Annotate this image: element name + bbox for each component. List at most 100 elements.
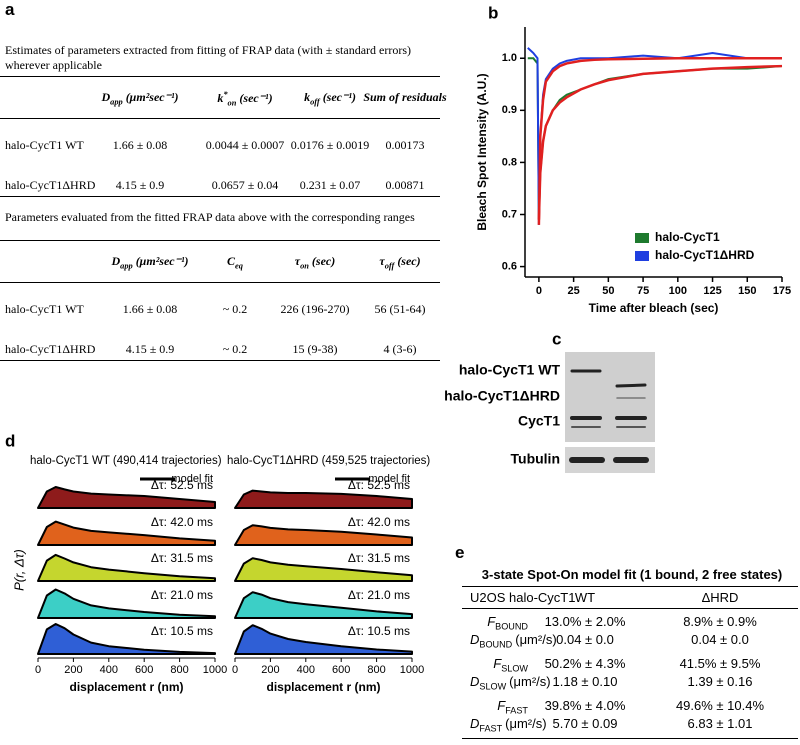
header-symbol: k bbox=[304, 90, 311, 104]
x-tick-label: 200 bbox=[261, 664, 279, 676]
y-tick-label: 1.0 bbox=[502, 52, 517, 64]
x-tick-label: 125 bbox=[703, 285, 721, 297]
table-cell: 6.83 ± 1.01 bbox=[687, 716, 753, 731]
x-tick-label: 600 bbox=[332, 664, 350, 676]
rule bbox=[0, 282, 440, 283]
legend-swatch bbox=[635, 233, 649, 243]
legend-label: model fit bbox=[171, 473, 213, 485]
table-cell: 1.66 ± 0.08 bbox=[112, 138, 168, 152]
column-header: koff (sec⁻¹) bbox=[304, 90, 356, 106]
x-tick-label: 0 bbox=[232, 664, 238, 676]
x-tick-label: 175 bbox=[773, 285, 791, 297]
y-tick-label: 0.9 bbox=[502, 104, 517, 116]
header-symbol: k bbox=[217, 91, 224, 105]
table-cell: 1.18 ± 0.10 bbox=[552, 674, 618, 689]
table-caption: Estimates of parameters extracted from f… bbox=[5, 43, 412, 72]
plot-title: halo-CycT1 WT (490,414 trajectories) bbox=[30, 455, 222, 467]
band-label: Tubulin bbox=[511, 451, 561, 467]
header-sub: on bbox=[227, 98, 237, 108]
header-sub: SLOW bbox=[479, 681, 507, 692]
header-sup: * bbox=[223, 90, 228, 99]
distribution-area bbox=[234, 557, 413, 582]
table-cell: 8.9% ± 0.9% bbox=[683, 614, 757, 629]
delay-label: Δτ: 21.0 ms bbox=[348, 588, 410, 602]
fit-line bbox=[537, 57, 782, 225]
rule bbox=[0, 360, 440, 361]
distribution-area bbox=[37, 588, 216, 619]
rule bbox=[462, 738, 798, 739]
header-symbol: D bbox=[470, 632, 480, 647]
table-cell: 4.15 ± 0.9 bbox=[125, 342, 175, 356]
table-cell: 0.00173 bbox=[385, 138, 425, 152]
header-unit: (μm²sec⁻¹) bbox=[135, 254, 189, 268]
x-tick-label: 150 bbox=[738, 285, 756, 297]
table-cell: ~ 0.2 bbox=[222, 342, 248, 356]
header-unit: (sec⁻¹) bbox=[239, 91, 273, 105]
header-symbol: τ bbox=[379, 254, 385, 268]
table-cell: 13.0% ± 2.0% bbox=[544, 614, 626, 629]
table-cell: 0.04 ± 0.0 bbox=[691, 632, 749, 647]
header-sub: BOUND bbox=[495, 621, 528, 632]
band-label: halo-CycT1 WT bbox=[459, 362, 561, 378]
fit-line bbox=[537, 64, 783, 220]
plot-title: halo-CycT1ΔHRD (459,525 trajectories) bbox=[227, 455, 430, 467]
distribution-area bbox=[234, 624, 413, 655]
x-axis-label: Time after bleach (sec) bbox=[589, 301, 719, 315]
column-header: τon (sec) bbox=[295, 254, 336, 270]
delay-label: Δτ: 31.5 ms bbox=[151, 551, 213, 565]
frap-chart: b 0.6 0.7 0.8 0.9 1.0 0 25 50 75 100 125 150 175 Time … bbox=[475, 3, 791, 315]
header-sub: eq bbox=[235, 261, 243, 271]
table-cell: 50.2% ± 4.3% bbox=[544, 656, 626, 671]
header-sub: off bbox=[384, 261, 395, 271]
row-label: DFAST (μm²/s) bbox=[470, 716, 547, 734]
distribution-area bbox=[37, 520, 216, 546]
table-cell: 15 (9-38) bbox=[292, 342, 338, 356]
delay-label: Δτ: 10.5 ms bbox=[348, 624, 410, 638]
table-cell: 4.15 ± 0.9 bbox=[115, 178, 165, 192]
table-caption: Parameters evaluated from the fitted FRA… bbox=[5, 210, 415, 224]
band-label: CycT1 bbox=[518, 413, 560, 429]
table-cell: 0.231 ± 0.07 bbox=[299, 178, 361, 192]
header-symbol: F bbox=[497, 698, 506, 713]
distribution-area bbox=[37, 623, 216, 655]
x-tick-label: 1000 bbox=[400, 664, 424, 676]
column-header: U2OS halo-CycT1 bbox=[470, 590, 576, 605]
delay-label: Δτ: 31.5 ms bbox=[348, 551, 410, 565]
x-axis-label: displacement r (nm) bbox=[266, 680, 380, 694]
header-unit: (μm²/s) bbox=[505, 716, 547, 731]
header-sub: SLOW bbox=[501, 663, 528, 674]
panel-label: a bbox=[5, 0, 15, 19]
table-cell: 0.0044 ± 0.0007 bbox=[205, 138, 285, 152]
table-cell: 0.04 ± 0.0 bbox=[556, 632, 614, 647]
table-cell: 56 (51-64) bbox=[374, 302, 426, 316]
distribution-area bbox=[234, 591, 413, 619]
delay-label: Δτ: 42.0 ms bbox=[348, 515, 410, 529]
header-symbol: D bbox=[470, 674, 480, 689]
distribution-area bbox=[37, 553, 216, 582]
row-label: halo-CycT1ΔHRD bbox=[5, 342, 96, 356]
legend-swatch bbox=[635, 251, 649, 261]
table-cell: 39.8% ± 4.0% bbox=[544, 698, 626, 713]
column-header: Sum of residuals bbox=[363, 90, 446, 105]
header-unit: (sec) bbox=[397, 254, 421, 268]
y-axis-label: Bleach Spot Intensity (A.U.) bbox=[475, 73, 489, 230]
distribution-area bbox=[37, 486, 216, 509]
x-tick-label: 800 bbox=[367, 664, 385, 676]
panel-label: c bbox=[552, 330, 561, 348]
x-tick-label: 200 bbox=[64, 664, 82, 676]
header-sub: app bbox=[120, 261, 133, 271]
legend-label: model fit bbox=[368, 473, 410, 485]
table-cell: 4 (3-6) bbox=[383, 342, 417, 356]
delay-label: Δτ: 21.0 ms bbox=[151, 588, 213, 602]
header-sub: app bbox=[110, 97, 123, 107]
data-line bbox=[527, 47, 782, 225]
x-tick-label: 75 bbox=[637, 285, 649, 297]
header-unit: (sec⁻¹) bbox=[322, 90, 356, 104]
table-cell: 5.70 ± 0.09 bbox=[552, 716, 618, 731]
band-label: halo-CycT1ΔHRD bbox=[444, 388, 560, 404]
distribution-area bbox=[234, 489, 413, 509]
header-symbol: C bbox=[227, 254, 236, 268]
row-label: DBOUND (μm²/s) bbox=[470, 632, 557, 650]
header-sub: FAST bbox=[505, 705, 528, 716]
delay-label: Δτ: 10.5 ms bbox=[151, 624, 213, 638]
